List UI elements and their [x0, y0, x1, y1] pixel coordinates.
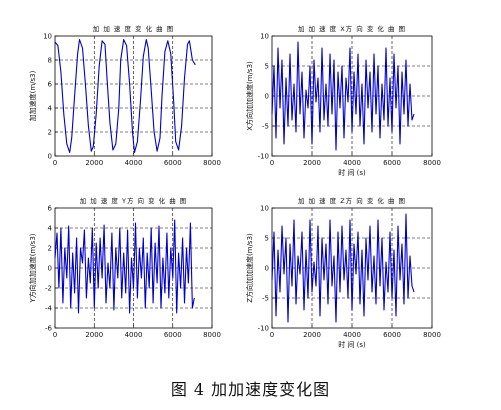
subplot-2: -10 -5 0 5 10 0 2000 4000 6000 8000 加 加 速 度 X方 向 变… — [245, 24, 441, 177]
x-tick-label: 2000 — [85, 331, 103, 339]
x-axis-label: 时 间 (s) — [338, 168, 366, 177]
y-axis-label: X方向加加速度(m/s3) — [245, 61, 254, 131]
x-tick-label: 6000 — [383, 159, 401, 167]
y-tick-label: -5 — [262, 295, 269, 303]
x-tick-label: 4000 — [343, 331, 361, 339]
figure-caption: 图 4 加加速度变化图 — [170, 380, 331, 399]
y-tick-label: -2 — [45, 285, 52, 293]
plot-title: 加 加 速 度 X方 向 变 化 曲 图 — [298, 24, 406, 33]
x-tick-label: 4000 — [125, 331, 143, 339]
x-tick-label: 6000 — [164, 331, 182, 339]
x-tick-label: 0 — [270, 159, 274, 167]
x-tick-label: 8000 — [423, 159, 441, 167]
subplot-4: -10 -5 0 5 10 0 2000 4000 6000 8000 加 加 速 度 Z方 向 变… — [245, 196, 441, 349]
y-tick-label: 6 — [48, 205, 53, 213]
y-tick-label: 0 — [48, 153, 52, 161]
y-tick-label: 10 — [260, 33, 269, 41]
y-tick-label: -6 — [45, 325, 53, 333]
y-tick-label: 2 — [48, 245, 52, 253]
y-tick-label: 5 — [265, 235, 269, 243]
y-tick-label: -10 — [258, 325, 269, 333]
plot-title: 加 加 速 度 变 化 曲 图 — [93, 24, 174, 33]
y-axis-label: Y方向加加速度(m/s3) — [28, 233, 37, 303]
x-tick-label: 2000 — [303, 331, 321, 339]
plot-title: 加 加 速 度 Y方 向 变 化 曲 图 — [80, 196, 188, 205]
y-axis-label: 加加速度(m/s3) — [28, 70, 37, 121]
x-tick-label: 6000 — [383, 331, 401, 339]
x-tick-label: 8000 — [423, 331, 441, 339]
x-tick-label: 0 — [270, 331, 274, 339]
y-axis-label: Z方向加加速度(m/s3) — [245, 233, 254, 303]
y-tick-label: 4 — [48, 105, 53, 113]
y-tick-label: 4 — [48, 225, 53, 233]
x-tick-label: 0 — [53, 331, 57, 339]
x-axis-label: 时 间 (s) — [338, 340, 366, 349]
x-tick-label: 2000 — [85, 159, 103, 167]
y-tick-label: -5 — [262, 123, 269, 131]
y-tick-label: -10 — [258, 153, 269, 161]
x-tick-label: 0 — [53, 159, 57, 167]
x-tick-label: 8000 — [203, 331, 221, 339]
y-tick-label: 2 — [48, 129, 52, 137]
y-tick-label: 8 — [48, 57, 52, 65]
y-tick-label: 6 — [48, 81, 53, 89]
y-tick-label: -4 — [45, 305, 53, 313]
x-tick-label: 6000 — [164, 159, 182, 167]
y-tick-label: 5 — [265, 63, 269, 71]
y-tick-label: 10 — [43, 33, 52, 41]
y-tick-label: 0 — [48, 265, 52, 273]
y-tick-label: 0 — [265, 265, 269, 273]
series-line — [54, 39, 196, 153]
x-tick-label: 2000 — [303, 159, 321, 167]
plot-title: 加 加 速 度 Z方 向 变 化 曲 图 — [298, 196, 406, 205]
x-tick-label: 4000 — [125, 159, 143, 167]
y-tick-label: 10 — [260, 205, 269, 213]
x-tick-label: 4000 — [343, 159, 361, 167]
series-line — [54, 219, 195, 314]
subplot-1: 0 2 4 6 8 10 0 2000 4000 6000 8000 加 加 速 度 变 化 曲 图加… — [28, 24, 221, 167]
series-line — [271, 213, 415, 323]
subplot-3: -6 -4 -2 0 2 4 6 0 2000 4000 6000 8000 加 加 速 度 Y方 向 … — [28, 196, 221, 339]
x-tick-label: 8000 — [203, 159, 221, 167]
y-tick-label: 0 — [265, 93, 269, 101]
series-line — [271, 41, 415, 151]
